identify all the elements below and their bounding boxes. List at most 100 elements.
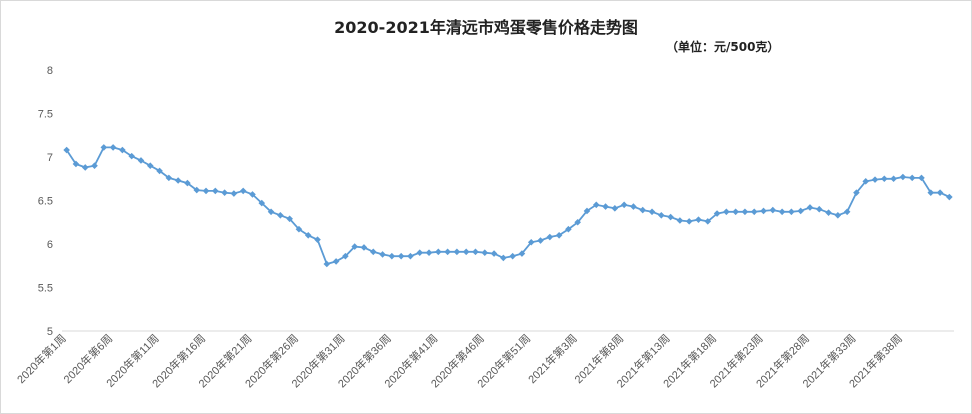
data-point [806, 204, 814, 211]
series-line [65, 146, 950, 266]
data-point [546, 233, 554, 241]
data-point [936, 189, 944, 196]
data-point [583, 207, 591, 215]
data-point [769, 206, 777, 214]
data-point [574, 218, 581, 226]
data-point [639, 206, 647, 214]
data-point [518, 250, 526, 257]
data-point [843, 208, 851, 216]
y-tick-label: 7 [47, 152, 53, 164]
data-point [797, 207, 804, 215]
data-point [527, 238, 535, 246]
data-point [369, 248, 377, 256]
data-point [416, 249, 424, 256]
data-point [592, 201, 600, 209]
data-point [658, 211, 665, 219]
data-point [407, 252, 414, 260]
data-point [871, 176, 879, 183]
data-point [342, 252, 349, 260]
data-point [128, 152, 135, 160]
data-point [286, 215, 293, 223]
data-point [918, 174, 925, 182]
data-point [91, 162, 98, 169]
x-tick-label: 2020年第1周 [14, 331, 69, 386]
data-point [435, 248, 442, 256]
data-point [723, 208, 730, 216]
data-point [165, 174, 173, 182]
data-point [602, 203, 609, 210]
data-point [815, 205, 823, 213]
y-axis: 5 5.5 6 6.5 7 7.5 8 [38, 65, 53, 338]
data-point [453, 248, 461, 256]
data-point [565, 225, 572, 233]
data-point [462, 248, 470, 256]
data-point [611, 205, 619, 212]
data-point [648, 208, 656, 216]
data-point [323, 260, 331, 268]
data-point [704, 218, 712, 225]
data-point [908, 174, 916, 182]
data-point [119, 146, 126, 154]
data-point [685, 218, 693, 225]
data-point [788, 208, 795, 216]
data-point [778, 208, 786, 216]
chart-title: 2020-2021年清远市鸡蛋零售价格走势图 [334, 18, 638, 37]
data-point [202, 187, 210, 195]
data-point [899, 173, 907, 181]
data-point [741, 208, 749, 216]
data-point [695, 216, 702, 223]
data-point [425, 249, 433, 256]
data-point [72, 160, 80, 168]
data-point [927, 189, 935, 196]
data-point [212, 187, 219, 195]
data-point [295, 225, 303, 233]
data-point [100, 144, 108, 151]
data-point [221, 189, 228, 196]
data-point [258, 199, 266, 207]
y-tick-label: 5 [47, 326, 53, 338]
y-tick-label: 5.5 [38, 283, 53, 295]
data-point [184, 179, 191, 187]
data-point [946, 193, 953, 201]
data-point [853, 189, 860, 196]
data-point [360, 244, 368, 251]
y-tick-label: 7.5 [38, 109, 53, 121]
y-tick-label: 6 [47, 239, 53, 251]
data-point [500, 254, 507, 262]
data-point [174, 177, 182, 184]
x-tick-label: 2021年第3周 [525, 331, 580, 386]
data-point [834, 211, 842, 219]
data-point [760, 207, 767, 215]
data-point [750, 208, 758, 216]
chart-subtitle: （单位：元/500克） [666, 40, 780, 54]
data-point [667, 213, 674, 221]
data-point [249, 191, 256, 198]
data-point [676, 217, 684, 224]
data-point [732, 208, 739, 216]
data-point [277, 211, 284, 219]
data-point [481, 249, 489, 256]
data-point [156, 167, 163, 175]
data-point [137, 157, 145, 164]
x-axis: 2020年第1周2020年第6周2020年第11周2020年第16周2020年第… [14, 330, 954, 390]
data-point [109, 144, 117, 151]
data-point [351, 243, 358, 250]
data-point [314, 236, 321, 243]
y-tick-label: 6.5 [38, 196, 53, 208]
data-point [230, 190, 238, 197]
data-point [881, 175, 888, 183]
data-point [81, 164, 89, 171]
data-point [620, 201, 628, 209]
data-point [490, 250, 498, 257]
data-point [193, 186, 201, 194]
data-point [63, 146, 70, 154]
y-tick-label: 8 [47, 65, 53, 77]
data-point [509, 252, 516, 260]
data-point [890, 175, 897, 183]
data-point [472, 248, 479, 256]
series-egg-price [63, 144, 953, 268]
data-point [862, 178, 870, 185]
data-point [146, 162, 154, 169]
data-point [379, 251, 386, 258]
